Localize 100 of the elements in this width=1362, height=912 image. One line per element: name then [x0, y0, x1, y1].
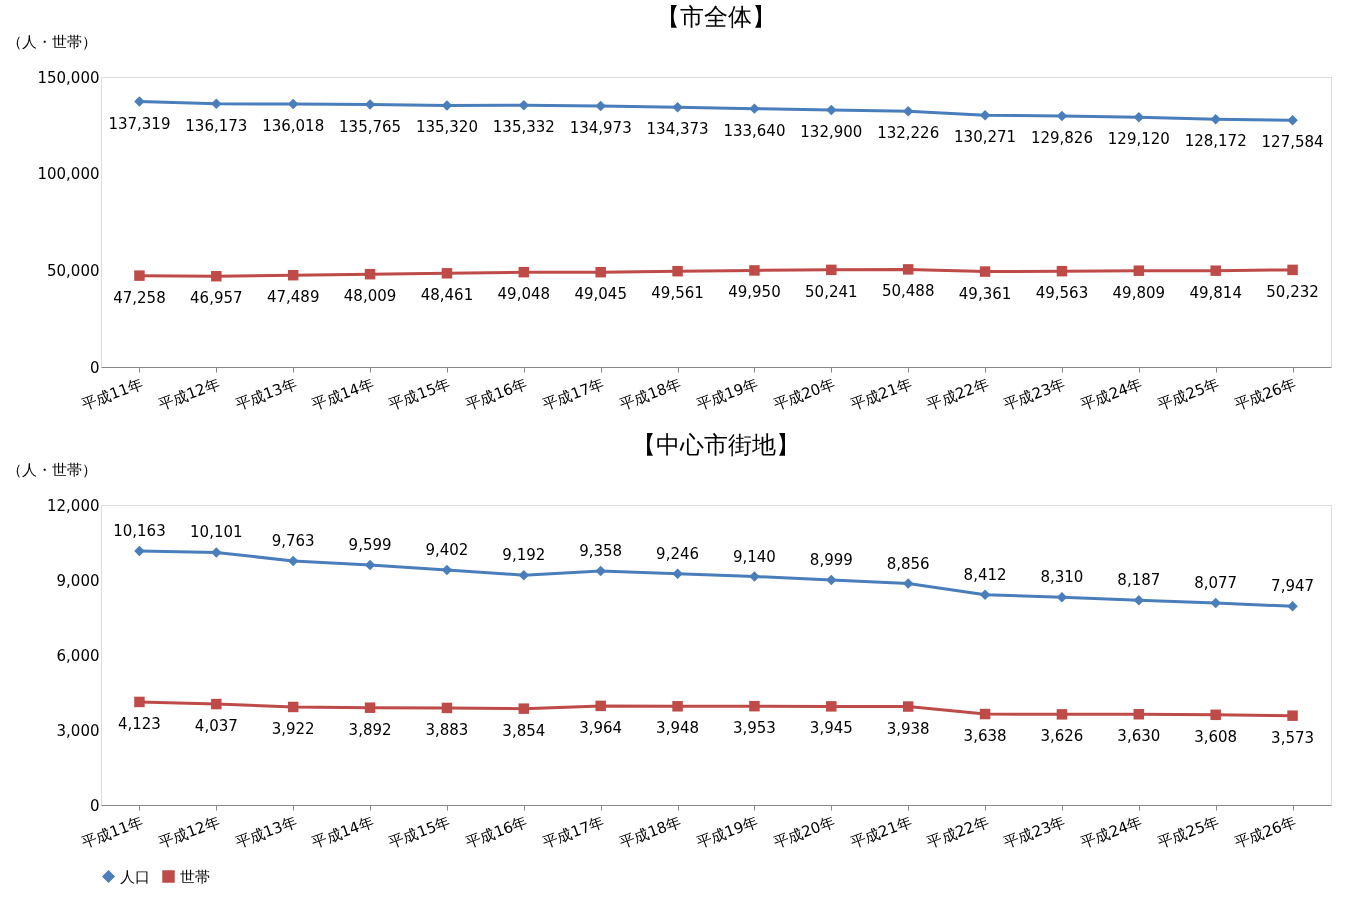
point [134, 696, 145, 708]
point [211, 270, 222, 282]
data-label: 3,948 [656, 719, 700, 738]
data-label: 49,809 [1112, 283, 1166, 302]
data-label: 136,173 [185, 116, 248, 135]
point [1287, 710, 1298, 721]
data-label: 3,854 [502, 721, 546, 740]
point [979, 589, 991, 600]
point [518, 703, 530, 714]
data-label: 8,310 [1040, 568, 1084, 587]
data-label: 3,573 [1271, 728, 1315, 747]
x-tick-label: 平成26年 [1232, 374, 1299, 414]
data-label: 9,246 [656, 544, 700, 563]
x-tick-label: 平成14年 [309, 812, 377, 852]
data-label: 9,140 [732, 547, 776, 566]
point [595, 565, 606, 577]
data-label: 50,232 [1266, 282, 1319, 301]
y-axis-title: （人・世帯） [6, 460, 97, 479]
legend-label: 人口 [120, 867, 150, 886]
point [211, 547, 222, 558]
point [749, 265, 760, 276]
y-tick-label: 150,000 [37, 68, 100, 87]
point [364, 702, 376, 713]
x-tick-label: 平成19年 [694, 374, 761, 414]
x-tick-label: 平成23年 [1001, 374, 1068, 414]
point [1133, 709, 1145, 720]
x-tick-label: 平成13年 [232, 812, 300, 852]
x-tick-label: 平成17年 [540, 812, 607, 852]
point [134, 270, 145, 281]
x-tick-label: 平成15年 [386, 374, 453, 414]
x-tick-label: 平成13年 [232, 374, 300, 414]
point [1210, 709, 1221, 721]
data-label: 49,045 [574, 285, 627, 304]
x-tick-label: 平成20年 [770, 374, 838, 414]
point [595, 700, 606, 712]
y-tick-label: 3,000 [56, 721, 100, 740]
point [672, 568, 683, 580]
point [826, 574, 837, 586]
point [595, 266, 606, 278]
point [211, 698, 222, 710]
point [902, 701, 914, 712]
point [134, 545, 145, 557]
data-label: 9,358 [579, 542, 623, 561]
data-label: 3,964 [579, 718, 623, 737]
data-label: 49,950 [728, 283, 781, 302]
point [1210, 113, 1221, 125]
data-label: 3,892 [348, 720, 392, 739]
data-label: 10,163 [113, 521, 166, 540]
x-tick-label: 平成25年 [1155, 812, 1222, 852]
data-label: 7,947 [1271, 577, 1315, 596]
data-label: 137,319 [108, 114, 171, 133]
data-label: 49,561 [651, 284, 704, 303]
data-label: 8,187 [1117, 571, 1161, 590]
data-label: 3,626 [1040, 727, 1084, 746]
point [1210, 597, 1221, 609]
data-label: 133,640 [723, 121, 786, 140]
data-label: 3,638 [963, 727, 1007, 746]
x-tick-label: 平成18年 [617, 812, 684, 852]
point [749, 700, 760, 712]
data-label: 132,900 [800, 123, 863, 142]
data-label: 3,883 [425, 720, 469, 739]
point [287, 701, 299, 713]
y-axis-title: （人・世帯） [6, 32, 97, 51]
x-tick-label: 平成11年 [79, 812, 146, 852]
point [287, 269, 299, 281]
data-label: 135,332 [492, 118, 555, 137]
x-tick-label: 平成16年 [463, 812, 530, 852]
data-label: 136,018 [262, 117, 325, 136]
point [1287, 115, 1298, 126]
point [749, 103, 760, 114]
data-label: 8,856 [886, 554, 930, 573]
chart-title: 【市全体】 [656, 3, 776, 31]
data-label: 129,120 [1107, 130, 1170, 149]
y-tick-label: 100,000 [37, 165, 100, 184]
data-label: 3,922 [271, 719, 315, 738]
x-tick-label: 平成18年 [617, 374, 684, 414]
x-tick-label: 平成22年 [924, 374, 992, 414]
point [902, 264, 914, 275]
point [441, 702, 453, 714]
data-label: 47,489 [266, 288, 320, 307]
x-tick-label: 平成14年 [309, 374, 377, 414]
data-label: 8,999 [809, 551, 853, 570]
x-tick-label: 平成24年 [1078, 812, 1145, 852]
y-tick-label: 0 [89, 796, 100, 815]
data-label: 127,584 [1261, 133, 1324, 152]
legend-label: 世帯 [180, 867, 210, 886]
point [979, 266, 991, 277]
data-label: 135,320 [415, 118, 478, 137]
point [364, 268, 376, 280]
y-tick-label: 9,000 [56, 571, 100, 590]
point [826, 701, 837, 712]
x-tick-label: 平成21年 [847, 812, 915, 852]
data-label: 50,488 [881, 282, 935, 301]
x-tick-label: 平成25年 [1155, 374, 1222, 414]
point [211, 98, 222, 109]
point [1210, 265, 1221, 276]
data-label: 49,048 [497, 285, 551, 304]
chart-title: 【中心市街地】 [632, 431, 800, 459]
data-label: 9,763 [271, 531, 315, 550]
data-label: 3,630 [1117, 727, 1161, 746]
